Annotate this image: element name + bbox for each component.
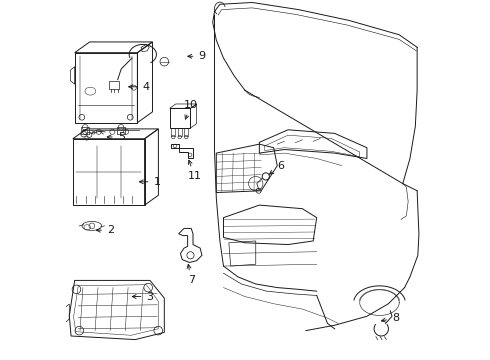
Text: 1: 1: [140, 177, 161, 187]
Text: 4: 4: [129, 82, 150, 92]
Text: 3: 3: [132, 292, 153, 302]
Bar: [109, 81, 120, 89]
Text: 10: 10: [184, 100, 198, 119]
Bar: [170, 108, 191, 128]
Bar: [172, 128, 175, 136]
Text: 2: 2: [97, 225, 114, 235]
Bar: [117, 127, 125, 134]
Bar: [178, 128, 181, 136]
Bar: [184, 128, 188, 136]
Text: 5: 5: [107, 132, 124, 142]
Bar: [81, 127, 90, 134]
Text: 9: 9: [188, 51, 205, 61]
Text: 11: 11: [188, 160, 201, 181]
Text: 6: 6: [270, 161, 284, 174]
Text: 7: 7: [187, 264, 195, 285]
Text: 8: 8: [381, 313, 399, 323]
